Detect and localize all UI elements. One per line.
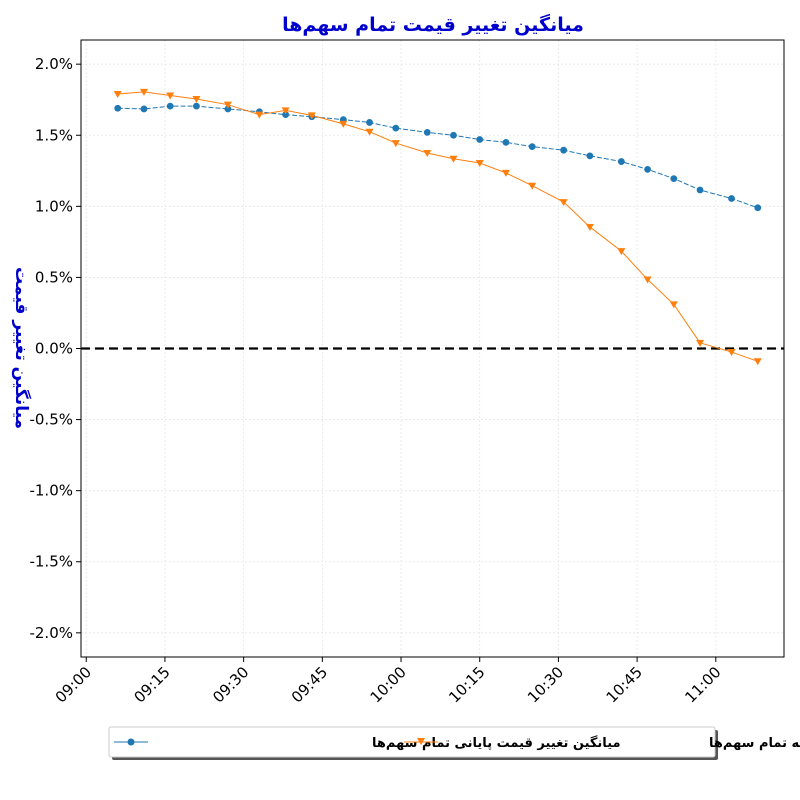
data-point [450, 131, 457, 139]
data-point [423, 129, 431, 136]
data-point [193, 102, 200, 110]
data-point [281, 107, 290, 115]
chart-title: میانگین تغییر قیمت تمام سهم‌ها [282, 13, 584, 36]
data-point [307, 112, 316, 120]
legend-label-series-2: میانگین تغییر قیمت آخرین معامله تمام سهم… [709, 734, 800, 751]
legend-marker-series-2 [417, 738, 425, 745]
x-tick-label: 09:00 [52, 663, 95, 706]
data-point [501, 169, 510, 177]
data-point [423, 150, 432, 158]
data-point [140, 105, 148, 113]
data-point [113, 91, 122, 99]
data-point [617, 158, 625, 165]
data-point [255, 111, 264, 119]
y-tick-label: -0.5% [29, 411, 73, 429]
data-point [166, 92, 175, 100]
data-point [559, 199, 568, 207]
legend-marker-series-1 [127, 738, 135, 746]
series-line [117, 91, 758, 362]
data-point [754, 204, 762, 212]
y-tick-label: 1.5% [35, 126, 73, 144]
data-point [670, 175, 678, 183]
data-point [669, 301, 678, 309]
x-tick-label: 09:45 [288, 663, 331, 706]
y-tick-label: -1.5% [29, 553, 73, 571]
data-point [114, 104, 122, 112]
data-point [223, 101, 232, 109]
x-tick-label: 10:00 [367, 663, 410, 706]
y-tick-label: 1.0% [35, 197, 73, 215]
y-axis-label: میانگین تغییر قیمت [11, 267, 32, 429]
data-point [392, 124, 400, 132]
data-point [528, 182, 537, 190]
data-point [586, 152, 594, 160]
data-point [139, 88, 148, 96]
data-point [528, 143, 536, 151]
data-point [585, 223, 594, 231]
x-tick-label: 09:15 [130, 663, 173, 706]
x-tick-label: 11:00 [681, 663, 724, 706]
data-point [391, 140, 400, 148]
data-point [696, 186, 704, 194]
series-2 [113, 88, 762, 366]
data-point [696, 339, 705, 347]
data-point [365, 128, 374, 136]
data-point [282, 111, 290, 119]
data-point [728, 195, 735, 202]
data-point [643, 276, 652, 284]
y-tick-label: 2.0% [35, 55, 73, 73]
legend-label-series-1: میانگین تغییر قیمت پایانی تمام سهم‌ها [372, 735, 621, 751]
data-point [475, 159, 484, 167]
data-point [617, 248, 626, 256]
y-tick-label: -2.0% [29, 624, 73, 642]
data-point [560, 146, 568, 154]
data-point [476, 136, 484, 143]
data-point [366, 119, 373, 126]
data-point [727, 349, 736, 357]
x-tick-label: 10:15 [445, 663, 488, 706]
legend: میانگین تغییر قیمت پایانی تمام سهم‌ها می… [108, 726, 800, 760]
y-tick-label: 0.5% [35, 268, 73, 286]
x-axis: 09:00 09:15 09:30 09:45 10:00 10:15 10:30 10:45… [52, 657, 725, 706]
x-tick-label: 10:30 [524, 663, 567, 706]
data-point [339, 120, 348, 128]
y-axis: 2.0% 1.5% 1.0% 0.5% 0.0% -0.5% -1.0% -1.5% -2.0% [29, 55, 81, 642]
series-line [117, 105, 758, 209]
data-point [192, 95, 201, 103]
series-1 [114, 102, 762, 212]
y-tick-label: -1.0% [29, 482, 73, 500]
data-point [166, 102, 174, 110]
data-point [449, 155, 458, 163]
data-point [753, 358, 762, 366]
x-tick-label: 09:30 [209, 663, 252, 706]
x-tick-label: 10:45 [603, 663, 646, 706]
y-tick-label: 0.0% [35, 340, 73, 358]
data-point [502, 138, 510, 146]
data-point [644, 165, 651, 173]
data-point [224, 105, 232, 113]
series-group [113, 88, 762, 366]
